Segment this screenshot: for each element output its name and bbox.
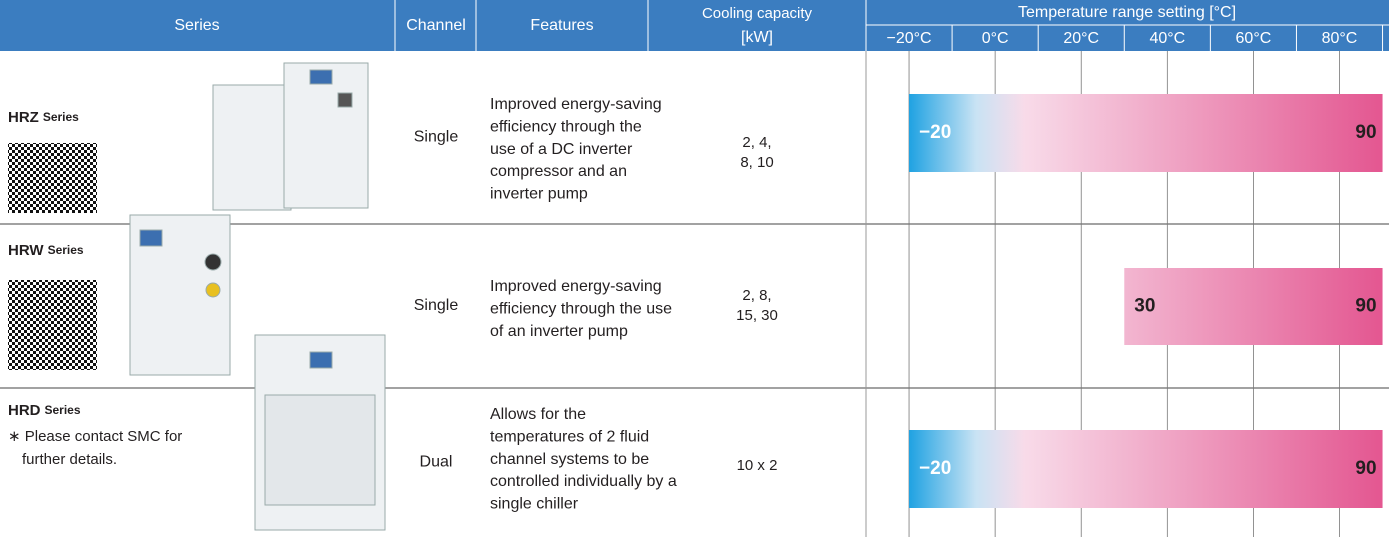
x-tick-label: 0°C bbox=[982, 30, 1009, 47]
series-note: ∗ Please contact SMC for bbox=[8, 428, 182, 445]
channel: Dual bbox=[420, 454, 453, 471]
cooling-line: 2, 4, bbox=[742, 134, 771, 151]
range-bar bbox=[909, 94, 1382, 172]
cooling-line: 8, 10 bbox=[740, 154, 773, 171]
header-series: Series bbox=[174, 17, 219, 34]
x-tick-label: 40°C bbox=[1149, 30, 1185, 47]
header-cooling: Cooling capacity bbox=[702, 5, 813, 22]
feature-line: temperatures of 2 fluid bbox=[490, 429, 649, 446]
series-code: HRW bbox=[8, 242, 44, 259]
series-suffix: Series bbox=[48, 243, 84, 257]
series-name: HRW Series bbox=[8, 242, 84, 259]
header-features: Features bbox=[530, 17, 593, 34]
header-temperature: Temperature range setting [°C] bbox=[1018, 4, 1236, 21]
header-channel: Channel bbox=[406, 17, 466, 34]
feature-line: use of a DC inverter bbox=[490, 141, 633, 158]
header-cooling-unit: [kW] bbox=[741, 29, 773, 46]
x-tick-label: 20°C bbox=[1063, 30, 1099, 47]
feature-line: efficiency through the use bbox=[490, 301, 672, 318]
series-name: HRD Series bbox=[8, 402, 81, 419]
channel: Single bbox=[414, 297, 459, 314]
cooling-line: 10 x 2 bbox=[737, 457, 778, 474]
cooling-line: 2, 8, bbox=[742, 287, 771, 304]
range-bar bbox=[1124, 268, 1382, 345]
feature-line: channel systems to be bbox=[490, 451, 649, 468]
feature-line: Improved energy-saving bbox=[490, 96, 662, 113]
x-tick-label: 80°C bbox=[1322, 30, 1358, 47]
feature-line: of an inverter pump bbox=[490, 323, 628, 340]
feature-line: compressor and an bbox=[490, 163, 627, 180]
cooling-line: 15, 30 bbox=[736, 307, 778, 324]
x-tick-label: −20°C bbox=[886, 30, 931, 47]
feature-line: Allows for the bbox=[490, 406, 586, 423]
feature-line: Improved energy-saving bbox=[490, 278, 662, 295]
series-name: HRZ Series bbox=[8, 109, 79, 126]
channel: Single bbox=[414, 129, 459, 146]
range-high-label: 90 bbox=[1355, 458, 1376, 479]
range-bar bbox=[909, 430, 1382, 508]
feature-line: single chiller bbox=[490, 495, 579, 512]
feature-line: inverter pump bbox=[490, 185, 588, 202]
feature-line: controlled individually by a bbox=[490, 473, 677, 490]
range-high-label: 90 bbox=[1355, 122, 1376, 143]
series-suffix: Series bbox=[43, 110, 79, 124]
range-low-label: −20 bbox=[919, 122, 951, 143]
series-code: HRD bbox=[8, 402, 41, 419]
series-code: HRZ bbox=[8, 109, 39, 126]
range-low-label: 30 bbox=[1134, 296, 1155, 317]
range-high-label: 90 bbox=[1355, 296, 1376, 317]
series-note: further details. bbox=[22, 451, 117, 468]
series-suffix: Series bbox=[45, 403, 81, 417]
spec-table: Series Channel Features Cooling capacity… bbox=[0, 0, 1389, 537]
x-tick-label: 60°C bbox=[1236, 30, 1272, 47]
range-low-label: −20 bbox=[919, 458, 951, 479]
feature-line: efficiency through the bbox=[490, 119, 642, 136]
